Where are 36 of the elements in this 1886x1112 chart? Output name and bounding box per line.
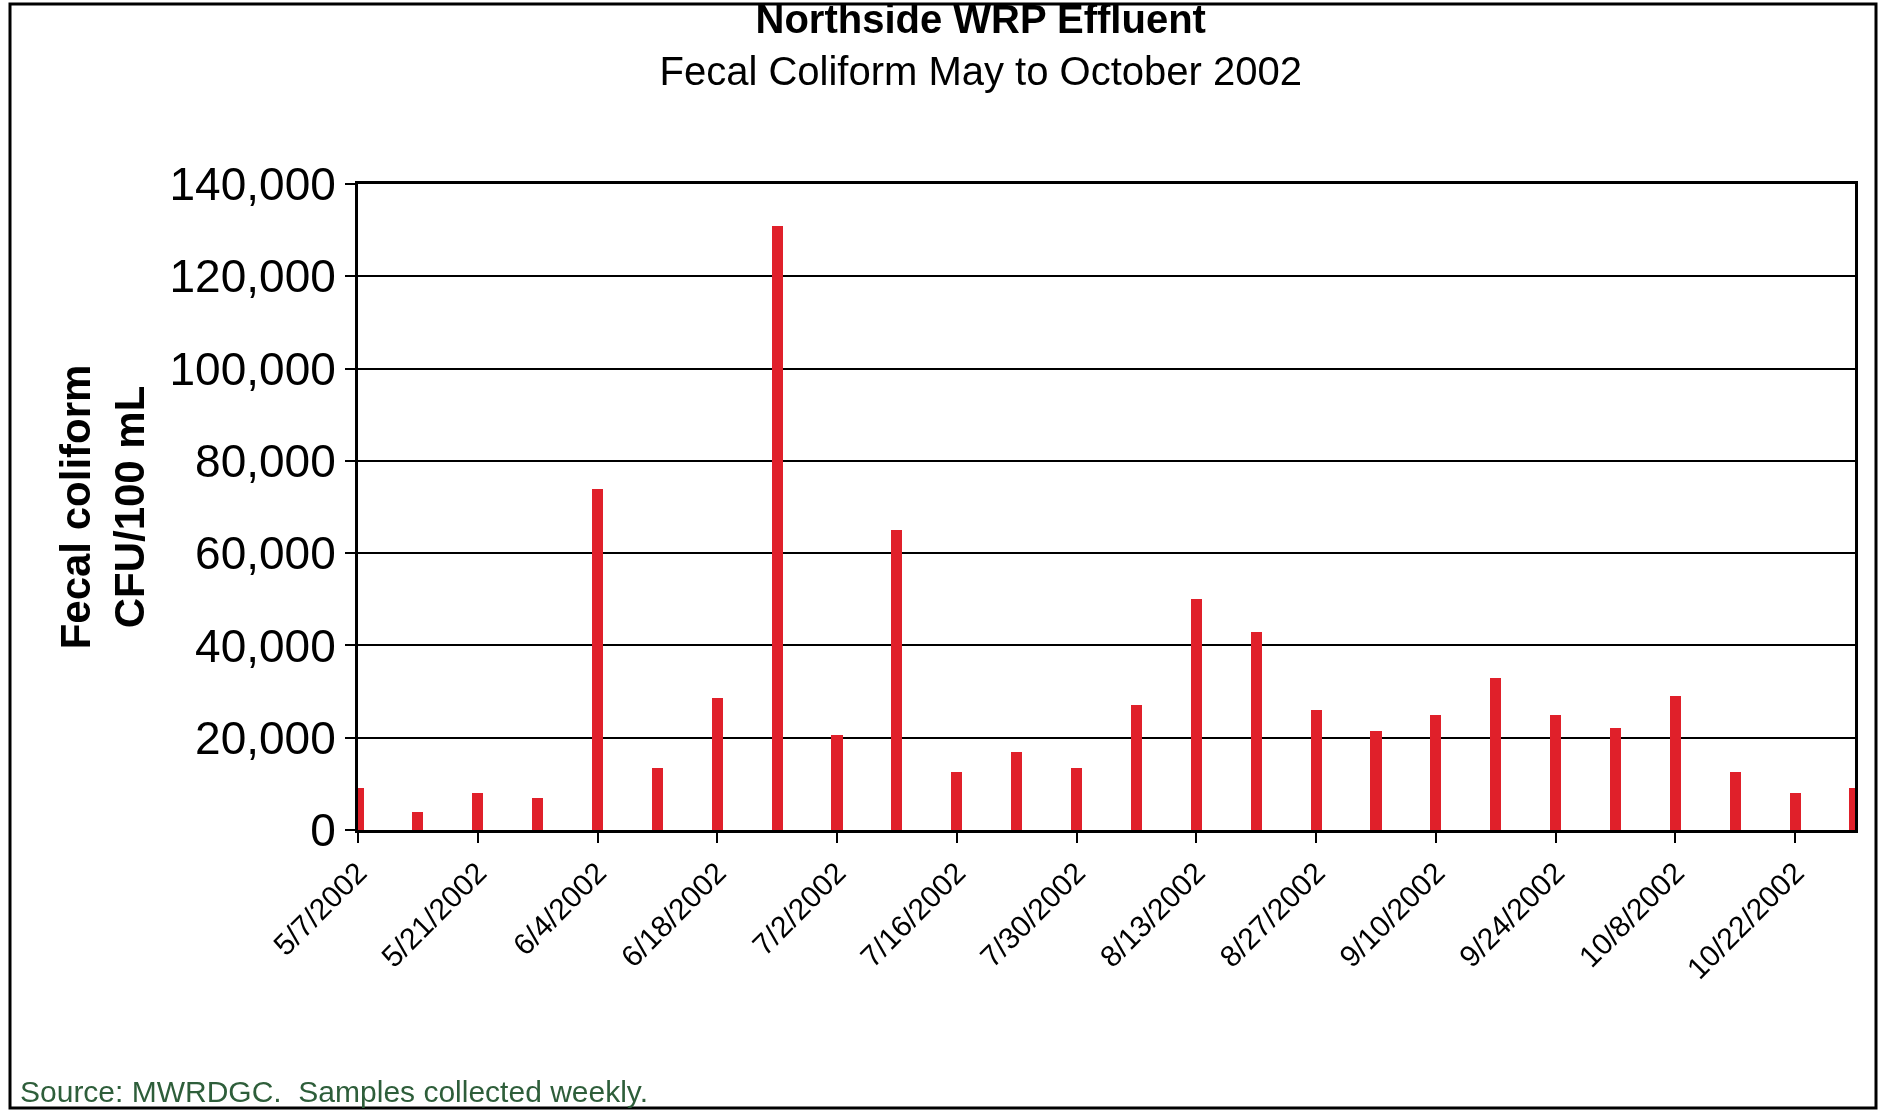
- y-tick-label: 20,000: [195, 711, 336, 764]
- chart-title: Northside WRP Effluent: [755, 0, 1206, 42]
- bar: [1311, 710, 1322, 830]
- y-tick-label: 40,000: [195, 619, 336, 672]
- bar: [891, 530, 902, 830]
- bar: [1011, 752, 1022, 830]
- y-tick-label: 60,000: [195, 527, 336, 580]
- bar: [1730, 772, 1741, 830]
- bar: [1071, 768, 1082, 830]
- source-note: Source: MWRDGC. Samples collected weekly.: [20, 1075, 648, 1108]
- bar: [772, 226, 783, 830]
- bar: [592, 489, 603, 830]
- chart-subtitle: Fecal Coliform May to October 2002: [659, 49, 1302, 94]
- bar: [1370, 731, 1382, 830]
- bar: [1490, 678, 1501, 830]
- bar: [951, 772, 962, 830]
- y-tick-label: 80,000: [195, 434, 336, 487]
- bar: [712, 698, 723, 830]
- bar: [1610, 728, 1621, 830]
- y-tick-label: 100,000: [169, 342, 336, 395]
- bar: [1251, 632, 1262, 830]
- y-axis-title: Fecal coliform CFU/100 mL: [51, 364, 154, 650]
- bar: [1670, 696, 1681, 830]
- bar: [831, 735, 843, 830]
- y-tick-label: 0: [310, 804, 336, 857]
- bar: [1191, 599, 1202, 830]
- bar: [1790, 793, 1801, 830]
- bar: [412, 812, 423, 830]
- y-tick-label: 140,000: [169, 158, 336, 211]
- y-tick-label: 120,000: [169, 250, 336, 303]
- bar: [1550, 715, 1561, 830]
- bar: [532, 798, 543, 830]
- bar: [1430, 715, 1441, 830]
- bar: [1131, 705, 1142, 830]
- bar: [652, 768, 663, 830]
- bar: [472, 793, 483, 830]
